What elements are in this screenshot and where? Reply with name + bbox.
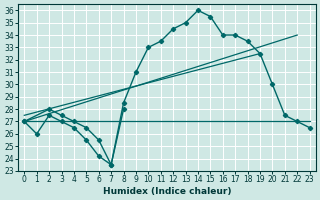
X-axis label: Humidex (Indice chaleur): Humidex (Indice chaleur) [103,187,231,196]
